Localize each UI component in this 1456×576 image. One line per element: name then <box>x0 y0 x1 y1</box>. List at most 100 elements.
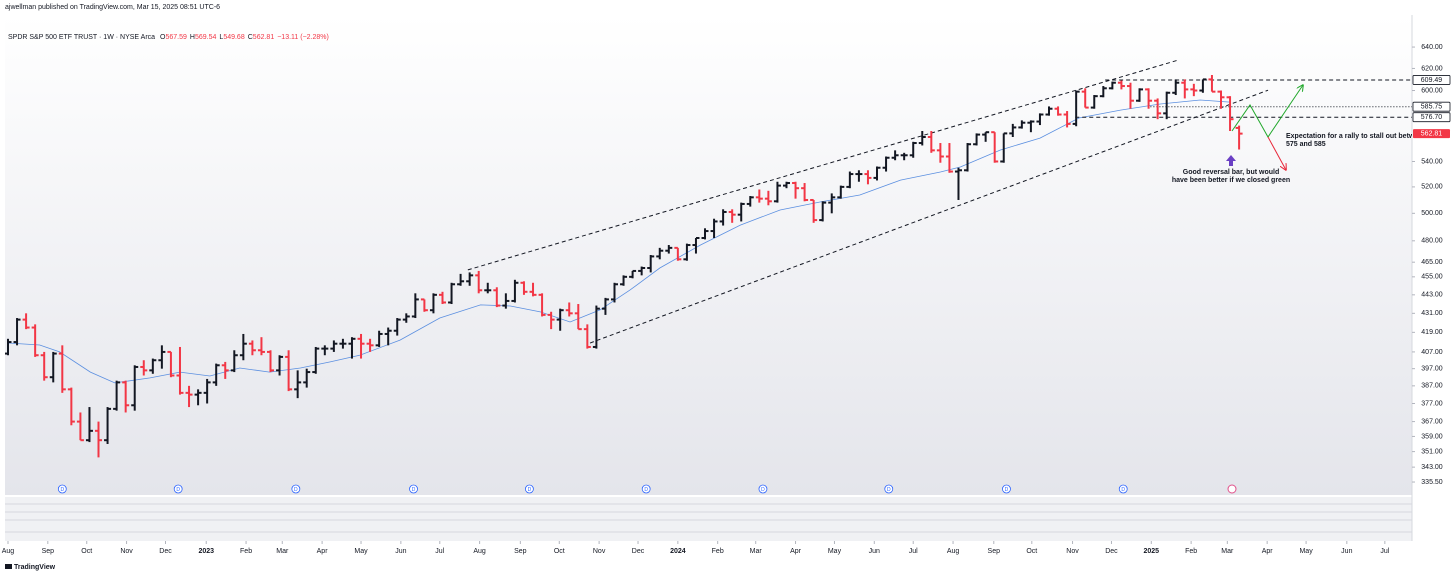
x-tick-label: Aug <box>2 548 15 555</box>
x-tick-label: 2024 <box>670 548 686 555</box>
reversal-marker <box>1226 155 1236 161</box>
price-level-label: 609.49 <box>1421 77 1443 84</box>
legend-symbol: SPDR S&P 500 ETF TRUST · 1W · NYSE Arca <box>8 34 155 41</box>
y-tick-label: 343.00 <box>1421 464 1443 471</box>
annotation: 575 and 585 <box>1286 141 1326 148</box>
x-tick-label: May <box>354 548 368 555</box>
x-tick-label: Sep <box>514 548 527 555</box>
annotation: Expectation for a rally to stall out bet… <box>1286 133 1415 140</box>
legend-value: 549.68 <box>223 34 245 41</box>
y-tick-label: 520.00 <box>1421 184 1443 191</box>
drop-arrow <box>1267 136 1286 170</box>
dividend-marker <box>409 484 418 494</box>
y-tick-label: 431.00 <box>1421 310 1443 317</box>
x-tick-label: Feb <box>240 548 252 555</box>
x-tick-label: Oct <box>81 548 92 555</box>
legend-field: H <box>190 34 195 41</box>
x-tick-label: Jun <box>869 548 880 555</box>
dividend-marker <box>291 484 301 494</box>
y-tick-label: 407.00 <box>1421 349 1443 356</box>
x-tick-label: Aug <box>473 548 486 555</box>
y-tick-label: 335.50 <box>1421 479 1443 486</box>
dividend-marker <box>641 484 651 494</box>
trendline <box>589 89 1269 344</box>
legend-value: 562.81 <box>253 34 275 41</box>
plot-area <box>5 15 1412 495</box>
y-tick-label: 419.00 <box>1421 329 1443 336</box>
rally-arrow <box>1231 85 1303 138</box>
y-tick-label: 359.00 <box>1421 433 1443 440</box>
logo-mark <box>5 564 12 569</box>
x-tick-label: 2025 <box>1144 548 1160 555</box>
x-tick-label: Feb <box>1185 548 1197 555</box>
price-level-label: 585.75 <box>1421 104 1443 111</box>
event-marker <box>1227 484 1237 494</box>
y-tick-label: 480.00 <box>1421 238 1443 245</box>
x-tick-label: May <box>828 548 842 555</box>
y-tick-label: 455.00 <box>1421 274 1443 281</box>
last-price-label: 562.81 <box>1421 130 1443 137</box>
dividend-marker <box>525 484 534 494</box>
dividend-label: D <box>644 487 648 493</box>
dividend-marker <box>884 484 894 494</box>
dividend-label: D <box>1005 487 1009 493</box>
dividend-label: D <box>528 487 532 493</box>
x-tick-label: Mar <box>750 548 763 555</box>
dividend-marker <box>1118 484 1128 494</box>
x-tick-label: Oct <box>554 548 565 555</box>
dividend-label: D <box>761 487 765 493</box>
dividend-label: D <box>60 487 64 493</box>
dividend-label: D <box>887 487 891 493</box>
legend-field: O <box>160 34 166 41</box>
annotation: have been better if we closed green <box>1172 177 1290 184</box>
x-tick-label: Apr <box>1262 548 1274 555</box>
x-tick-label: Dec <box>159 548 172 555</box>
x-tick-label: Dec <box>1105 548 1118 555</box>
x-tick-label: Mar <box>276 548 289 555</box>
trendline <box>467 59 1179 271</box>
y-tick-label: 600.00 <box>1421 87 1443 94</box>
last-price-box <box>1413 129 1450 139</box>
y-tick-label: 443.00 <box>1421 292 1443 299</box>
y-tick-label: 351.00 <box>1421 448 1443 455</box>
footer-brand: TradingView <box>14 564 56 571</box>
x-tick-label: Nov <box>593 548 606 555</box>
x-tick-label: Aug <box>947 548 960 555</box>
dividend-label: D <box>294 487 298 493</box>
reversal-marker <box>1229 161 1233 166</box>
x-tick-label: Jun <box>395 548 406 555</box>
x-tick-label: Oct <box>1026 548 1037 555</box>
legend-field: C <box>248 34 253 41</box>
dividend-marker <box>57 484 67 494</box>
y-tick-label: 465.00 <box>1421 259 1443 266</box>
price-level-label: 576.70 <box>1421 114 1443 121</box>
annotation: Good reversal bar, but would <box>1183 169 1279 176</box>
x-tick-label: Dec <box>632 548 645 555</box>
price-level-box <box>1412 112 1451 123</box>
y-tick-label: 540.00 <box>1421 158 1443 165</box>
legend-field: L <box>219 34 223 41</box>
drawings <box>1226 85 1303 494</box>
x-tick-label: May <box>1299 548 1313 555</box>
x-tick-label: Apr <box>317 548 329 555</box>
x-tick-label: Feb <box>712 548 724 555</box>
x-tick-label: Apr <box>790 548 802 555</box>
x-tick-label: Jun <box>1341 548 1352 555</box>
price-level-box <box>1412 75 1451 85</box>
y-tick-label: 377.00 <box>1421 400 1443 407</box>
y-tick-label: 367.00 <box>1421 418 1443 425</box>
y-tick-label: 500.00 <box>1421 210 1443 217</box>
x-tick-label: Sep <box>42 548 55 555</box>
x-tick-label: Jul <box>1380 548 1389 555</box>
x-tick-label: Jul <box>909 548 918 555</box>
footer-logo: TradingView <box>5 564 56 571</box>
legend-value: 567.59 <box>166 34 188 41</box>
y-tick-label: 640.00 <box>1421 44 1443 51</box>
x-tick-label: Sep <box>988 548 1001 555</box>
legend-value: 569.54 <box>195 34 217 41</box>
dividend-marker <box>758 484 768 494</box>
legend: SPDR S&P 500 ETF TRUST · 1W · NYSE Arca O… <box>8 34 329 41</box>
